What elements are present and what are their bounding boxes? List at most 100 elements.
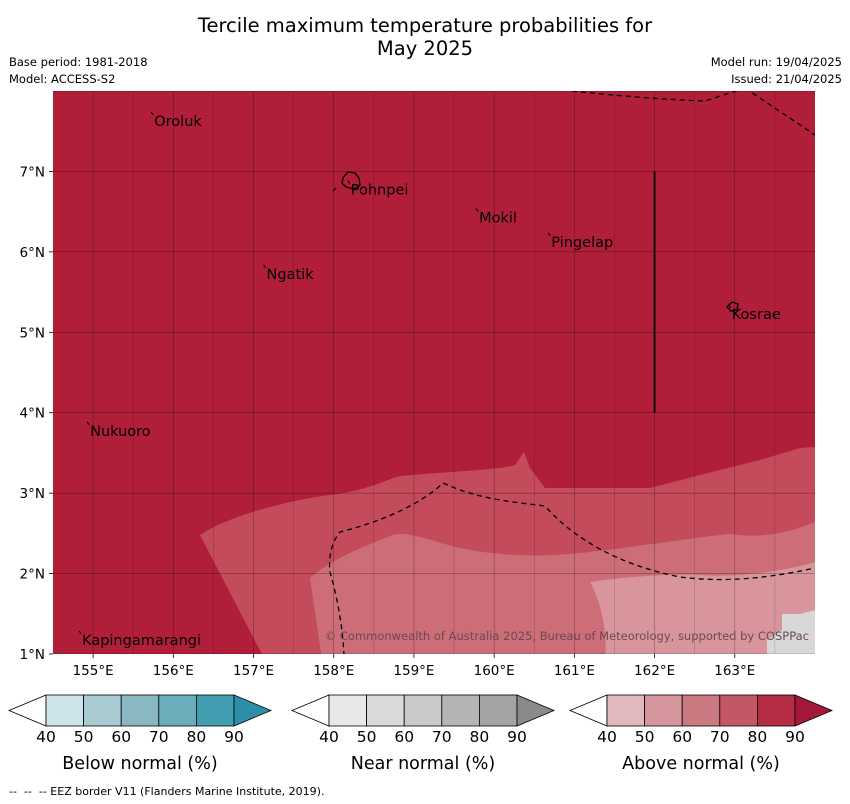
colorbar-title: Below normal (%)	[62, 754, 217, 774]
model-info: Base period: 1981-2018 Model: ACCESS-S2	[9, 54, 148, 88]
colorbar-tick-label: 40	[319, 728, 339, 746]
place-marker	[78, 630, 82, 635]
colorbar-segment	[195, 694, 235, 727]
colorbar-tick-label: 90	[507, 728, 527, 746]
island-outlines	[332, 171, 739, 312]
model-name: Model: ACCESS-S2	[9, 72, 116, 86]
place-marker	[347, 180, 351, 184]
place-label: Oroluk	[154, 114, 202, 130]
colorbar-min-arrow	[290, 694, 330, 727]
colorbar-segment	[644, 694, 683, 727]
colorbar-segment	[478, 694, 518, 727]
run-info: Model run: 19/04/2025 Issued: 21/04/2025	[711, 54, 842, 88]
chart-title: Tercile maximum temperature probabilitie…	[0, 14, 850, 60]
colorbar-tick-label: 80	[470, 728, 490, 746]
colorbar-max-arrow	[233, 694, 273, 727]
eez-dashed-line	[748, 91, 815, 136]
y-tick-label: 7°N	[20, 164, 45, 180]
colorbar-min-arrow	[7, 694, 47, 727]
place-label: Nukuoro	[90, 424, 151, 440]
colorbar-segment	[45, 694, 84, 727]
x-tick-label: 156°E	[153, 663, 194, 679]
colorbar-tick-label: 40	[36, 728, 56, 746]
colorbar-tick-label: 60	[672, 728, 692, 746]
colorbar-segment	[719, 694, 758, 727]
kosrae-island-outline	[726, 301, 739, 312]
x-tick-label: 157°E	[233, 663, 274, 679]
y-tick-label: 4°N	[20, 406, 45, 422]
copyright-notice: © Commonwealth of Australia 2025, Bureau…	[325, 629, 809, 643]
issued-date: Issued: 21/04/2025	[731, 72, 842, 86]
colorbar-segment	[158, 694, 197, 727]
y-tick-label: 3°N	[20, 486, 45, 502]
colorbar-tick-label: 40	[597, 728, 617, 746]
colorbar-min-arrow	[568, 694, 608, 727]
colorbar-segment	[681, 694, 721, 727]
x-tick-label: 162°E	[634, 663, 675, 679]
colorbar-tick-label: 90	[224, 728, 244, 746]
colorbar-tick-label: 60	[394, 728, 414, 746]
y-tick-label: 6°N	[20, 245, 45, 261]
colorbar-segment	[756, 694, 796, 727]
place-label: Kosrae	[732, 307, 781, 323]
colorbar-tick-label: 70	[432, 728, 452, 746]
colorbar-max-arrow	[794, 694, 834, 727]
below-normal-colorbar: 40 50 60 70 80 90 Below normal (%)	[7, 694, 273, 774]
place-label: Pohnpei	[351, 182, 409, 198]
colorbar-segment	[83, 694, 122, 727]
colorbar-title: Near normal (%)	[351, 754, 496, 774]
legend-above-normal: 40 50 60 70 80 90 Above normal (%)	[568, 694, 834, 774]
colorbar-tick-label: 80	[187, 728, 207, 746]
model-run-date: Model run: 19/04/2025	[710, 55, 842, 69]
colorbar-segment	[403, 694, 443, 727]
place-label: Mokil	[479, 211, 517, 227]
x-tick-label: 159°E	[393, 663, 434, 679]
above-normal-colorbar: 40 50 60 70 80 90 Above normal (%)	[568, 694, 834, 774]
colorbar-tick-label: 50	[357, 728, 377, 746]
place-label: Kapingamarangi	[82, 633, 201, 649]
y-tick-label: 1°N	[20, 647, 45, 663]
colorbar-max-arrow	[516, 694, 556, 727]
place-marker	[728, 304, 732, 309]
place-label: Ngatik	[267, 267, 315, 283]
probability-map: 155°E 156°E 157°E 158°E 159°E 160°E 161°E 162°E…	[20, 91, 815, 679]
x-tick-label: 158°E	[313, 663, 354, 679]
axis-ticks: 155°E 156°E 157°E 158°E 159°E 160°E 161°E 162°E…	[20, 164, 756, 679]
legend-near-normal: 40 50 60 70 80 90 Near normal (%)	[290, 694, 556, 774]
colorbar-title: Above normal (%)	[622, 754, 780, 774]
colorbar-segment	[366, 694, 405, 727]
eez-dashed-line	[328, 482, 815, 654]
colorbar-segment	[441, 694, 480, 727]
colorbar-tick-label: 70	[149, 728, 169, 746]
x-tick-label: 160°E	[474, 663, 515, 679]
x-tick-label: 163°E	[714, 663, 755, 679]
colorbar-tick-label: 80	[748, 728, 768, 746]
colorbar-segment	[120, 694, 160, 727]
near-normal-colorbar: 40 50 60 70 80 90 Near normal (%)	[290, 694, 556, 774]
base-period: Base period: 1981-2018	[9, 55, 148, 69]
place-label: Pingelap	[551, 235, 613, 251]
map-area	[53, 91, 815, 654]
place-marker	[475, 208, 479, 212]
y-tick-label: 5°N	[20, 325, 45, 341]
colorbar-tick-label: 70	[710, 728, 730, 746]
title-line-1: Tercile maximum temperature probabilitie…	[197, 14, 653, 37]
place-marker	[86, 421, 90, 426]
y-tick-label: 2°N	[20, 567, 45, 583]
pohnpei-island-outline	[341, 171, 361, 190]
place-labels: Oroluk Pohnpei Ngatik Mokil Pingelap Kosrae Nu…	[78, 111, 781, 649]
colorbar-tick-label: 50	[74, 728, 94, 746]
legend-below-normal: 40 50 60 70 80 90 Below normal (%)	[7, 694, 273, 774]
place-marker	[263, 264, 266, 269]
colorbar-tick-label: 60	[111, 728, 131, 746]
no-data-region	[767, 610, 815, 654]
eez-border	[328, 91, 815, 654]
x-tick-label: 155°E	[73, 663, 114, 679]
colorbar-tick-label: 90	[785, 728, 805, 746]
eez-dashed-line	[571, 91, 738, 102]
title-line-2: May 2025	[376, 37, 474, 60]
place-marker	[547, 232, 551, 237]
islet-mark	[332, 187, 337, 192]
colorbar-segment	[328, 694, 367, 727]
x-tick-label: 161°E	[554, 663, 595, 679]
